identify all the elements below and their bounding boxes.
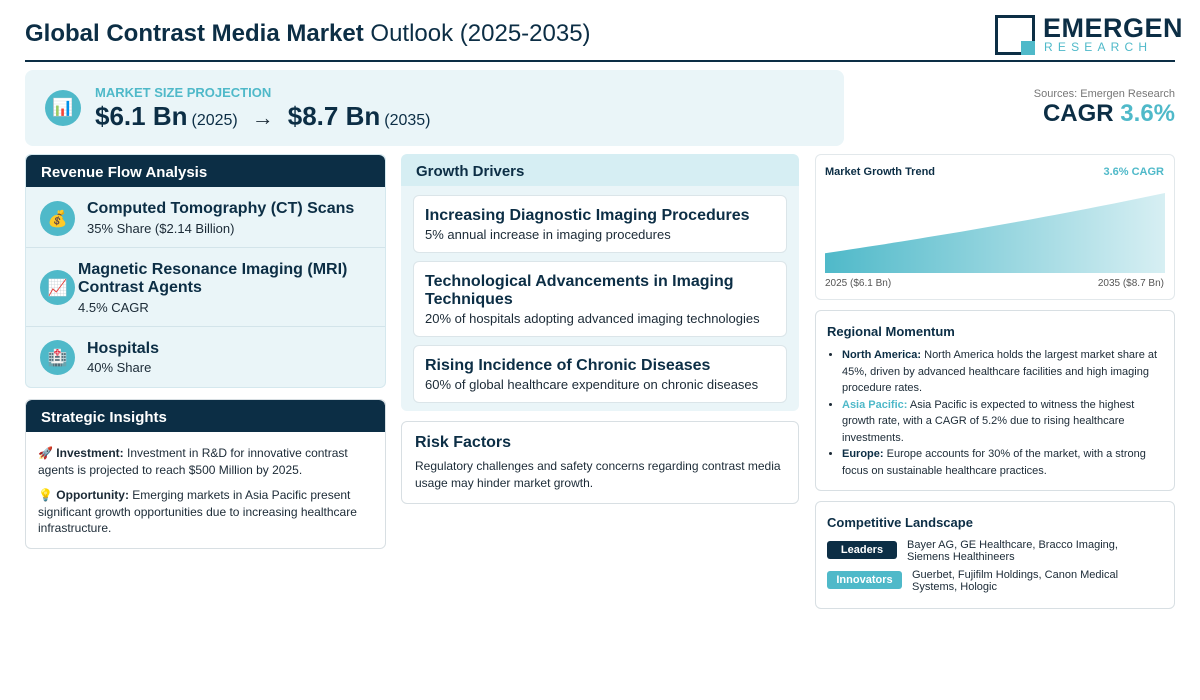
page-header: Global Contrast Media Market Outlook (20… (25, 10, 1183, 62)
insight-text: Investment in R&D for innovative contras… (38, 446, 348, 477)
insight-label: Investment: (56, 446, 124, 460)
rocket-icon: 🚀 (38, 446, 53, 460)
driver-title: Technological Advancements in Imaging Te… (425, 273, 734, 308)
risk-factors-panel: Risk Factors Regulatory challenges and s… (401, 421, 799, 504)
region-asia-pacific: Asia Pacific: Asia Pacific is expected t… (842, 397, 1167, 447)
innovators-names: Guerbet, Fujifilm Holdings, Canon Medica… (912, 569, 1119, 593)
market-size-projection: 📊 MARKET SIZE PROJECTION $6.1 Bn (2025) → $… (25, 70, 844, 146)
region-text: Europe accounts for 30% of the market, w… (842, 448, 1146, 477)
driver-title: Increasing Diagnostic Imaging Procedures (425, 207, 750, 224)
trend-area (825, 193, 1165, 273)
end-value: $8.7 Bn (287, 101, 381, 131)
region-text: Asia Pacific is expected to witness the … (842, 398, 1135, 444)
insights-title: Strategic Insights (26, 400, 385, 432)
money-bag-icon: 💰 (40, 201, 75, 236)
arrow-right-icon: → (251, 105, 274, 130)
trend-area-chart (825, 193, 1165, 273)
revenue-item-hospitals: 🏥 Hospitals 40% Share (26, 327, 385, 387)
page-title: Global Contrast Media Market Outlook (20… (25, 20, 591, 48)
leaders-badge: Leaders (827, 541, 897, 559)
region-label: Europe: (842, 448, 884, 460)
insight-label: Opportunity: (56, 488, 129, 502)
driver-card: Increasing Diagnostic Imaging Procedures… (413, 195, 787, 253)
market-growth-trend-chart: Market Growth Trend 3.6% CAGR 2025 ($6.1… (815, 154, 1175, 300)
regional-list: North America: North America holds the l… (842, 347, 1167, 479)
insight-opportunity: 💡 Opportunity: Emerging markets in Asia … (38, 487, 373, 537)
drivers-title: Growth Drivers (401, 154, 799, 186)
cagr-display: CAGR 3.6% (1043, 100, 1175, 128)
title-bold: Global Contrast Media Market (25, 20, 364, 47)
start-year: (2025) (191, 112, 238, 129)
logo-main-text: EMERGEN (1043, 13, 1184, 43)
innovators-badge: Innovators (827, 571, 902, 589)
driver-sub: 60% of global healthcare expenditure on … (425, 377, 759, 392)
chart-x-label-start: 2025 ($6.1 Bn) (825, 278, 892, 289)
sources-text: Sources: Emergen Research (1033, 88, 1175, 100)
insight-investment: 🚀 Investment: Investment in R&D for inno… (38, 445, 373, 478)
driver-card: Technological Advancements in Imaging Te… (413, 261, 787, 337)
insight-text: Emerging markets in Asia Pacific present… (38, 488, 357, 535)
region-text: North America holds the largest market s… (842, 349, 1158, 394)
driver-sub: 20% of hospitals adopting advanced imagi… (425, 311, 760, 326)
logo-mark-icon (995, 15, 1035, 55)
revenue-item-sub: 35% Share ($2.14 Billion) (87, 221, 235, 236)
revenue-item-title: Magnetic Resonance Imaging (MRI) Contras… (78, 261, 348, 296)
revenue-item-title: Computed Tomography (CT) Scans (87, 200, 355, 217)
chart-up-icon: 📈 (40, 270, 75, 305)
strategic-insights-panel: Strategic Insights 🚀 Investment: Investm… (25, 399, 386, 549)
growth-drivers-panel: Growth Drivers Increasing Diagnostic Ima… (401, 154, 799, 411)
chart-title: Market Growth Trend (825, 166, 936, 178)
logo-sub-text: RESEARCH (1044, 40, 1153, 54)
revenue-item-sub: 40% Share (87, 360, 152, 375)
cagr-label: CAGR (1042, 100, 1114, 127)
chart-cagr-label: 3.6% CAGR (1103, 166, 1164, 178)
driver-title: Rising Incidence of Chronic Diseases (425, 357, 711, 374)
lightbulb-icon: 💡 (38, 488, 53, 502)
driver-sub: 5% annual increase in imaging procedures (425, 227, 671, 242)
regional-momentum-panel: Regional Momentum North America: North A… (815, 310, 1175, 491)
region-north-america: North America: North America holds the l… (842, 347, 1167, 397)
emergen-logo: EMERGEN RESEARCH (995, 13, 1183, 55)
revenue-flow-panel: Revenue Flow Analysis 💰 Computed Tomogra… (25, 154, 386, 388)
region-label: North America: (842, 349, 922, 361)
revenue-item-mri: 📈 Magnetic Resonance Imaging (MRI) Contr… (26, 248, 385, 327)
projection-label: MARKET SIZE PROJECTION (95, 85, 272, 100)
revenue-item-sub: 4.5% CAGR (78, 300, 149, 315)
revenue-item-ct: 💰 Computed Tomography (CT) Scans 35% Sha… (26, 187, 385, 248)
bar-chart-icon: 📊 (45, 90, 81, 126)
leaders-names: Bayer AG, GE Healthcare, Bracco Imaging,… (907, 539, 1118, 563)
revenue-item-title: Hospitals (87, 340, 160, 357)
competitive-title: Competitive Landscape (827, 515, 973, 530)
hospital-icon: 🏥 (40, 340, 75, 375)
region-europe: Europe: Europe accounts for 30% of the m… (842, 446, 1167, 479)
start-value: $6.1 Bn (95, 101, 188, 131)
competitive-landscape-panel: Competitive Landscape Leaders Bayer AG, … (815, 501, 1175, 609)
chart-x-label-end: 2035 ($8.7 Bn) (1097, 278, 1164, 289)
cagr-value: 3.6% (1120, 100, 1175, 127)
region-label: Asia Pacific: (842, 398, 908, 411)
projection-values: $6.1 Bn (2025) → $8.7 Bn (2035) (95, 101, 431, 132)
regional-title: Regional Momentum (827, 324, 955, 339)
end-year: (2035) (384, 112, 431, 129)
risk-title: Risk Factors (415, 434, 512, 451)
revenue-title: Revenue Flow Analysis (26, 155, 385, 187)
risk-text: Regulatory challenges and safety concern… (415, 459, 781, 490)
title-rest: Outlook (2025-2035) (370, 20, 591, 47)
driver-card: Rising Incidence of Chronic Diseases 60%… (413, 345, 787, 403)
